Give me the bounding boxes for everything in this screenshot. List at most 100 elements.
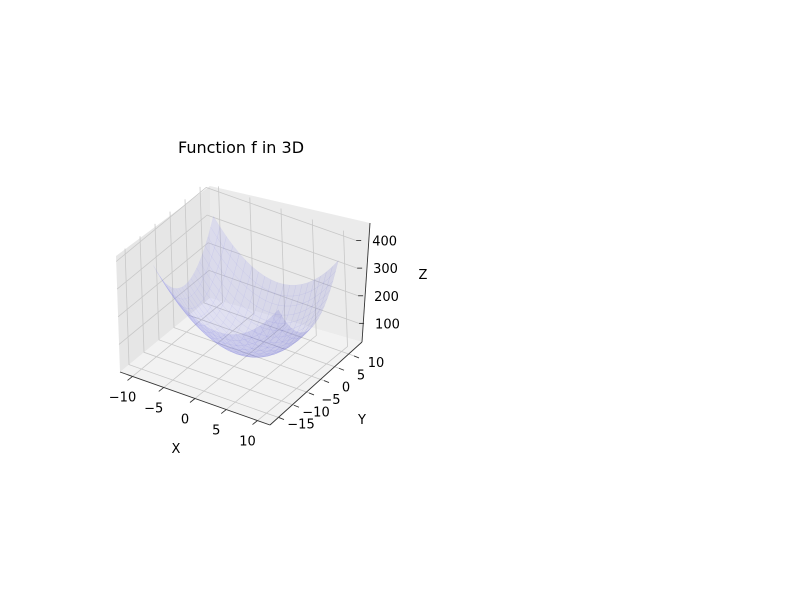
surface-patch — [248, 351, 259, 356]
surface-patch — [218, 283, 229, 300]
surface-patch — [201, 330, 212, 339]
surface-patch — [242, 353, 253, 357]
surface-patch — [188, 295, 199, 308]
surface-patch — [269, 322, 280, 331]
x-tick-label: −5 — [144, 401, 163, 416]
surface-patch — [178, 298, 190, 310]
surface-patch — [237, 280, 247, 297]
surface-patch — [206, 288, 217, 304]
surface-patch — [251, 331, 261, 341]
surface-patch — [192, 320, 203, 332]
surface-patch — [199, 253, 210, 273]
surface-patch — [211, 336, 222, 345]
x-grid-line — [163, 197, 255, 388]
surface-patch — [168, 285, 180, 299]
x-tick-label: 5 — [212, 424, 220, 439]
surface-patch — [312, 304, 322, 318]
surface-patch — [195, 323, 206, 333]
x-grid-line — [194, 208, 286, 399]
surface-patch — [214, 340, 225, 348]
surface-patch — [159, 276, 170, 292]
surface-patch — [248, 328, 258, 338]
y-grid-line — [199, 186, 355, 357]
surface-patch — [232, 333, 243, 343]
surface-patch — [242, 355, 253, 358]
surface-patch — [285, 336, 296, 346]
surface-patch — [198, 326, 209, 337]
surface-patch — [275, 330, 286, 340]
surface-patch — [235, 333, 246, 341]
x-grid-line — [226, 219, 317, 410]
surface-patch — [236, 350, 247, 355]
surface-patch — [306, 318, 316, 330]
surface-patch — [263, 320, 273, 330]
surface-patch — [281, 305, 291, 316]
surface-patch — [249, 356, 259, 358]
surface-patch — [241, 317, 252, 329]
surface-patch — [207, 331, 218, 341]
surface-patch — [296, 309, 307, 321]
surface-patch — [192, 320, 203, 331]
surface-patch — [219, 304, 230, 319]
surface-patch — [236, 252, 247, 272]
y-axis-line — [269, 341, 363, 426]
surface-patch — [315, 305, 325, 319]
surface-patch — [242, 345, 253, 352]
x-tick — [127, 376, 133, 381]
surface-patch — [207, 226, 218, 249]
surface-patch — [266, 331, 277, 342]
surface-patch — [215, 266, 225, 284]
surface-patch — [260, 347, 271, 353]
surface-patch — [297, 331, 308, 339]
surface-patch — [261, 353, 271, 357]
surface-patch — [185, 313, 196, 326]
x-tick-label: −10 — [109, 390, 136, 405]
surface-patch — [317, 271, 327, 288]
surface-patch — [255, 271, 266, 288]
surface-patch — [239, 348, 250, 354]
surface-patch — [297, 321, 307, 333]
surface-patch — [281, 324, 292, 335]
surface-patch — [225, 291, 235, 307]
surface-patch — [251, 354, 263, 358]
surface-patch — [228, 305, 239, 319]
surface-patch — [229, 346, 241, 353]
surface-patch — [249, 266, 259, 284]
surface-patch — [251, 352, 262, 357]
x-tick — [252, 420, 258, 425]
surface-patch — [242, 352, 253, 356]
y-grid-line — [139, 236, 295, 406]
y-tick — [308, 392, 315, 396]
y-tick-label: 10 — [368, 356, 385, 371]
surface-patch — [273, 350, 283, 355]
surface-patch — [201, 313, 212, 325]
surface-patch — [203, 293, 214, 308]
surface-patch — [226, 340, 237, 348]
surface-patch — [214, 338, 225, 345]
surface-patch — [264, 354, 274, 357]
surface-patch — [257, 334, 268, 342]
surface-patch — [261, 275, 272, 292]
surface-patch — [176, 300, 187, 314]
surface-patch — [204, 331, 216, 340]
surface-patch — [279, 343, 290, 349]
x-tick — [158, 387, 165, 392]
surface-patch — [185, 307, 196, 318]
surface-patch — [188, 315, 199, 326]
surface-patch — [329, 259, 339, 279]
surface-patch — [317, 286, 328, 303]
surface-patch — [256, 296, 266, 311]
surface-patch — [197, 302, 208, 315]
z-tick-label: 100 — [375, 317, 400, 332]
surface-patch — [216, 310, 227, 323]
surface-patch — [172, 296, 183, 310]
surface-patch — [275, 315, 286, 328]
surface-patch — [208, 256, 219, 276]
surface-patch — [211, 338, 222, 345]
surface-patch — [182, 306, 193, 318]
x-grid-line — [257, 230, 348, 421]
surface-patch — [255, 355, 265, 358]
surface-patch — [265, 290, 275, 304]
